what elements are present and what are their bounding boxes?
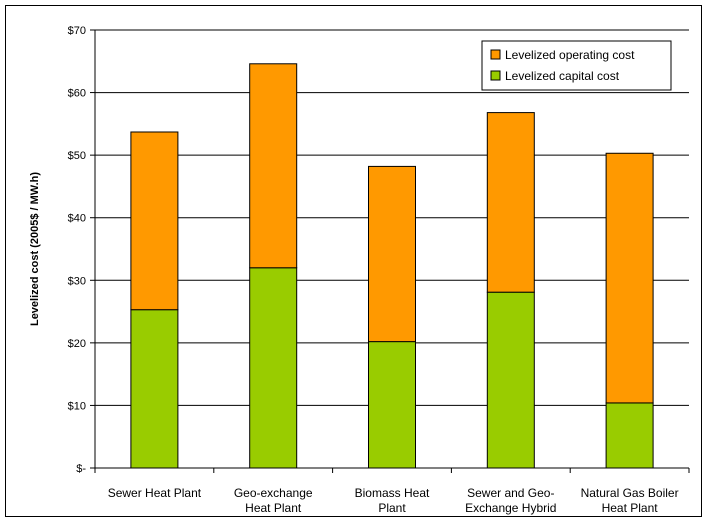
legend-box [481,40,672,91]
x-tick-label: Natural Gas Boiler [581,486,679,500]
y-tick-label: $10 [68,400,86,412]
axes [94,30,689,469]
bar-capital [130,309,179,469]
x-tick-label: Sewer and Geo- [467,486,554,500]
legend-swatch-operating [490,49,501,60]
bar-operating [368,165,416,343]
y-tick-label: $30 [68,275,86,287]
x-tick-label: Heat Plant [245,501,302,515]
bars [130,63,654,469]
y-tick-label: $- [76,463,86,475]
bar-capital [486,291,535,469]
gridlines [95,29,689,406]
bar-operating [249,63,298,269]
legend-swatch-capital [490,70,501,81]
y-tick-label: $70 [68,25,86,37]
bar-capital [368,341,416,469]
legend-label-operating: Levelized operating cost [505,48,635,62]
x-tick-label: Plant [378,501,406,515]
y-ticks: $- $10 $20 $30 $40 $50 $60 $70 [68,25,95,475]
y-tick-label: $40 [68,213,86,225]
legend-label-capital: Levelized capital cost [505,69,620,83]
x-tick-label: Heat Plant [602,501,659,515]
x-tick-label: Exchange Hybrid [465,501,556,515]
y-axis-label: Levelized cost (2005$ / MW.h) [29,172,41,326]
y-tick-label: $20 [68,338,86,350]
x-tick-label: Geo-exchange [234,486,313,500]
legend: Levelized operating cost Levelized capit… [481,40,672,91]
bar-capital [605,402,654,469]
bar-operating [130,131,179,311]
bar-operating [605,152,654,404]
bar-capital [249,267,298,469]
y-tick-label: $60 [68,88,86,100]
x-tick-label: Biomass Heat [355,486,430,500]
bar-operating [486,112,535,293]
y-tick-label: $50 [68,150,86,162]
x-tick-label: Sewer Heat Plant [108,486,202,500]
